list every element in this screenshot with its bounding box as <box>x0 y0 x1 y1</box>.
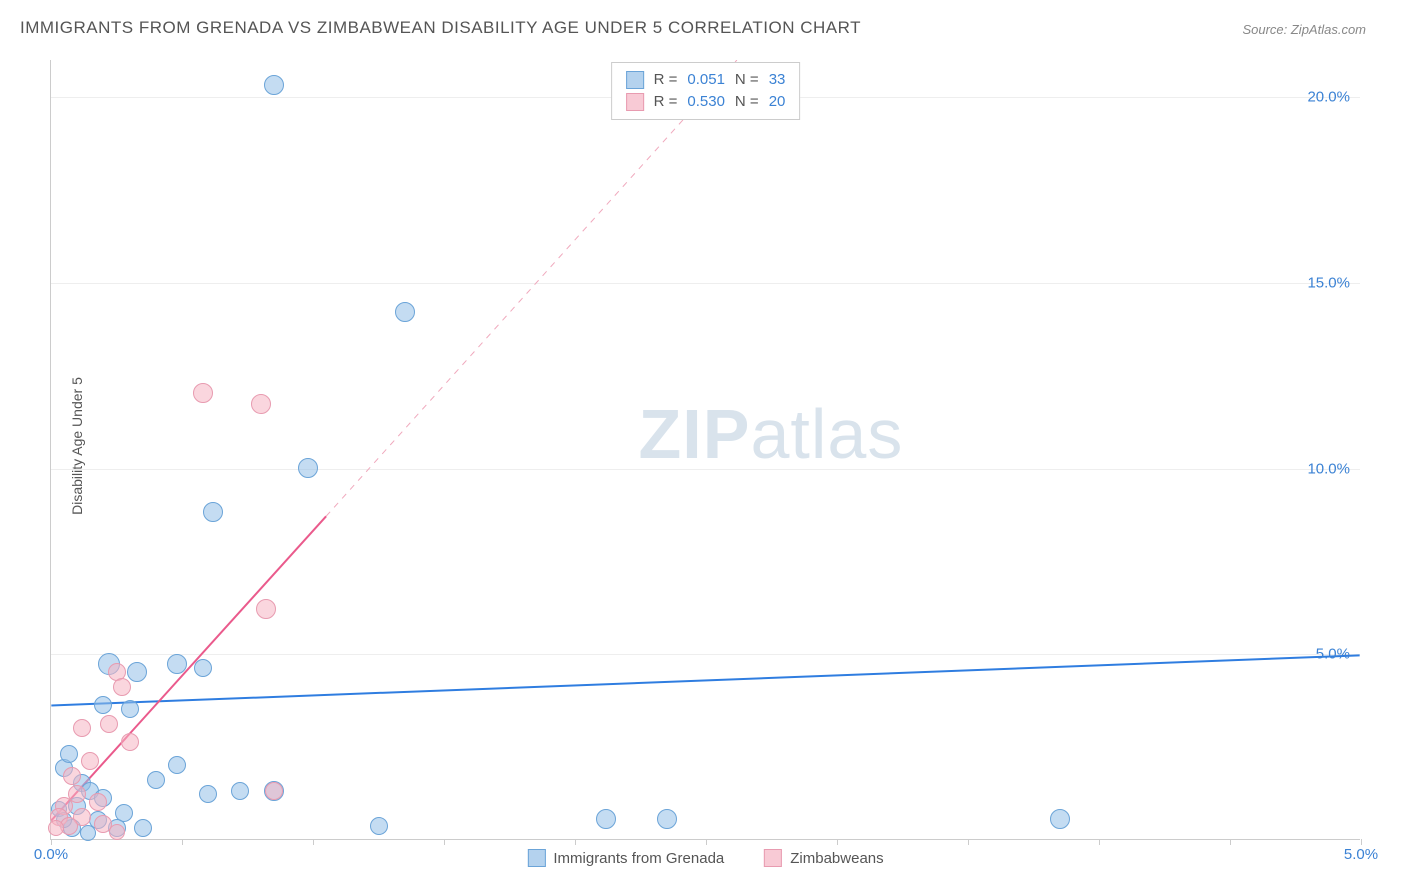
stats-row-blue: R = 0.051 N = 33 <box>626 69 786 91</box>
data-point <box>109 824 125 840</box>
watermark: ZIPatlas <box>639 394 904 474</box>
data-point <box>193 383 213 403</box>
data-point <box>231 782 249 800</box>
data-point <box>89 793 107 811</box>
x-tick-label: 0.0% <box>34 846 68 863</box>
swatch-blue-icon <box>527 849 545 867</box>
watermark-zip: ZIP <box>639 395 751 473</box>
r-label: R = <box>654 91 678 113</box>
y-tick-label: 5.0% <box>1316 646 1350 663</box>
swatch-pink-icon <box>764 849 782 867</box>
data-point <box>256 599 276 619</box>
legend-label: Zimbabweans <box>790 850 883 867</box>
data-point <box>203 502 223 522</box>
gridline <box>51 654 1360 655</box>
n-value: 20 <box>769 91 786 113</box>
r-label: R = <box>654 69 678 91</box>
legend: Immigrants from Grenada Zimbabweans <box>527 849 883 867</box>
x-tick-label: 5.0% <box>1344 846 1378 863</box>
legend-label: Immigrants from Grenada <box>553 850 724 867</box>
stats-row-pink: R = 0.530 N = 20 <box>626 91 786 113</box>
swatch-blue-icon <box>626 71 644 89</box>
y-tick-label: 10.0% <box>1307 460 1350 477</box>
trend-lines <box>51 60 1360 839</box>
data-point <box>113 678 131 696</box>
stats-box: R = 0.051 N = 33 R = 0.530 N = 20 <box>611 62 801 120</box>
legend-item-zimbabweans: Zimbabweans <box>764 849 883 867</box>
legend-item-grenada: Immigrants from Grenada <box>527 849 724 867</box>
trend-line <box>326 60 737 516</box>
x-tick <box>706 839 707 845</box>
data-point <box>63 767 81 785</box>
data-point <box>199 785 217 803</box>
data-point <box>121 733 139 751</box>
x-tick <box>1099 839 1100 845</box>
y-tick-label: 20.0% <box>1307 89 1350 106</box>
data-point <box>265 782 283 800</box>
data-point <box>168 756 186 774</box>
data-point <box>60 745 78 763</box>
y-tick-label: 15.0% <box>1307 274 1350 291</box>
data-point <box>73 719 91 737</box>
watermark-atlas: atlas <box>750 395 903 473</box>
x-tick <box>968 839 969 845</box>
trend-line <box>51 516 326 820</box>
n-value: 33 <box>769 69 786 91</box>
plot-area: ZIPatlas R = 0.051 N = 33 R = 0.530 N = … <box>50 60 1360 840</box>
x-tick <box>837 839 838 845</box>
x-tick <box>444 839 445 845</box>
data-point <box>264 75 284 95</box>
data-point <box>298 458 318 478</box>
x-tick <box>182 839 183 845</box>
gridline <box>51 283 1360 284</box>
x-tick <box>1361 839 1362 845</box>
x-tick <box>313 839 314 845</box>
x-tick <box>51 839 52 845</box>
swatch-pink-icon <box>626 93 644 111</box>
data-point <box>194 659 212 677</box>
data-point <box>167 654 187 674</box>
n-label: N = <box>735 91 759 113</box>
data-point <box>94 696 112 714</box>
data-point <box>121 700 139 718</box>
r-value: 0.051 <box>687 69 725 91</box>
trend-line <box>51 655 1359 705</box>
data-point <box>127 662 147 682</box>
data-point <box>147 771 165 789</box>
data-point <box>80 825 96 841</box>
data-point <box>596 809 616 829</box>
data-point <box>48 820 64 836</box>
data-point <box>100 715 118 733</box>
data-point <box>1050 809 1070 829</box>
source-label: Source: ZipAtlas.com <box>1242 22 1366 37</box>
x-tick <box>1230 839 1231 845</box>
data-point <box>370 817 388 835</box>
r-value: 0.530 <box>687 91 725 113</box>
data-point <box>251 394 271 414</box>
gridline <box>51 469 1360 470</box>
data-point <box>81 752 99 770</box>
x-tick <box>575 839 576 845</box>
data-point <box>134 819 152 837</box>
data-point <box>657 809 677 829</box>
data-point <box>395 302 415 322</box>
n-label: N = <box>735 69 759 91</box>
chart-title: IMMIGRANTS FROM GRENADA VS ZIMBABWEAN DI… <box>20 18 861 38</box>
